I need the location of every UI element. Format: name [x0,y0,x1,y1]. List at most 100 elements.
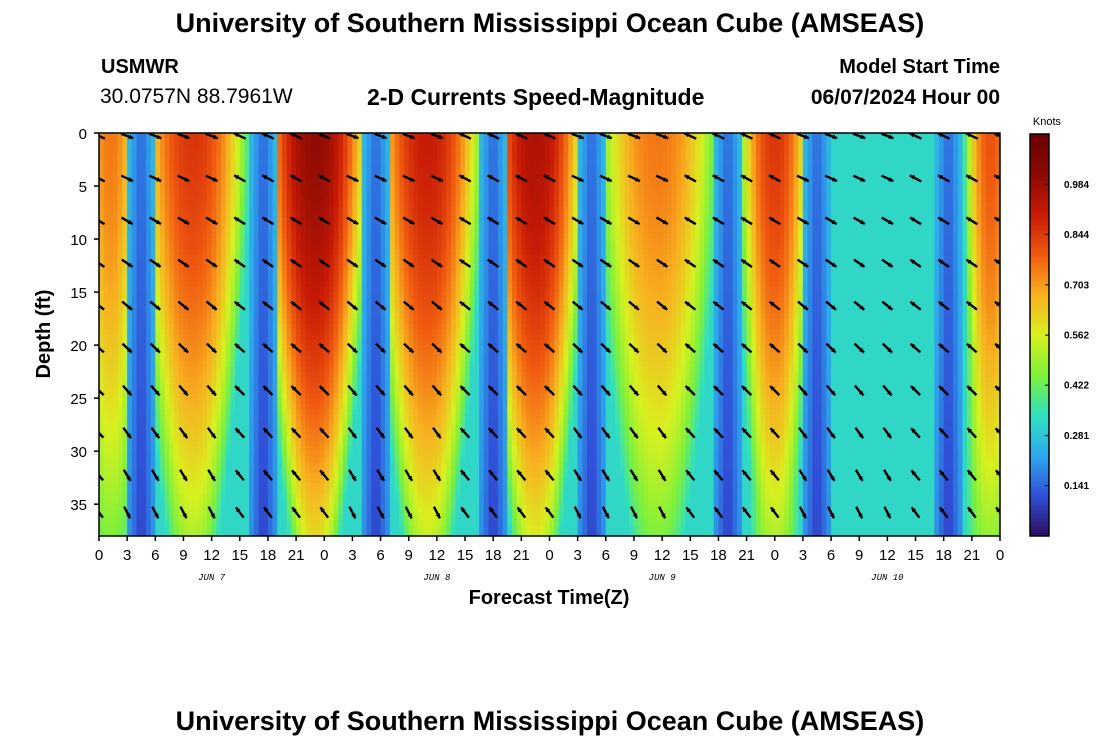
heatmap-cell [319,138,325,145]
heatmap-cell [399,477,405,484]
heatmap-cell [221,477,227,484]
heatmap-cell [300,186,307,192]
heatmap-cell [169,307,175,314]
heatmap-cell [361,186,368,192]
heatmap-cell [183,429,189,436]
heatmap-cell [108,133,114,139]
heatmap-cell [399,223,405,230]
heatmap-cell [122,398,128,405]
heatmap-cell [150,196,156,203]
heatmap-cell [99,525,105,532]
heatmap-cell [389,408,396,415]
heatmap-cell [314,366,321,373]
heatmap-cell [267,239,274,245]
heatmap-cell [183,148,189,155]
heatmap-cell [328,260,335,267]
heatmap-cell [221,292,227,298]
heatmap-cell [352,138,358,145]
heatmap-cell [235,414,241,420]
heatmap-cell [197,472,203,479]
heatmap-cell [122,186,128,192]
heatmap-cell [258,525,264,532]
heatmap-cell [338,440,344,447]
heatmap-cell [211,207,217,214]
heatmap-cell [319,334,325,341]
heatmap-cell [338,318,344,325]
heatmap-cell [338,323,344,330]
heatmap-cell [319,159,325,166]
heatmap-cell [178,424,185,431]
heatmap-cell [99,408,105,415]
heatmap-cell [338,180,344,187]
heatmap-cell [272,292,278,298]
heatmap-cell [150,414,156,420]
heatmap-cell [155,228,161,235]
heatmap-cell [324,270,330,277]
heatmap-cell [169,392,175,399]
heatmap-cell [108,297,114,304]
heatmap-cell [249,504,255,511]
heatmap-cell [169,445,175,452]
heatmap-cell [211,414,217,420]
heatmap-cell [389,477,396,484]
heatmap-cell [347,451,353,458]
heatmap-cell [239,302,246,309]
heatmap-cell [338,530,344,536]
heatmap-cell [258,435,264,442]
heatmap-cell [131,435,138,442]
heatmap-cell [404,323,410,330]
heatmap-cell [141,435,147,442]
heatmap-cell [249,159,255,166]
heatmap-cell [169,318,175,325]
heatmap-cell [141,254,147,261]
heatmap-cell [225,212,231,219]
heatmap-cell [394,376,400,383]
heatmap-cell [380,371,386,378]
heatmap-cell [131,292,138,298]
heatmap-cell [305,440,311,447]
heatmap-cell [136,419,142,426]
heatmap-cell [150,249,156,256]
heatmap-cell [272,424,278,431]
heatmap-cell [324,498,330,505]
heatmap-cell [253,143,260,150]
heatmap-cell [357,382,363,389]
heatmap-cell [206,334,213,341]
heatmap-cell [164,429,170,436]
heatmap-cell [347,313,353,320]
heatmap-cell [291,472,297,479]
heatmap-cell [160,286,166,293]
heatmap-cell [239,307,246,314]
heatmap-cell [300,270,307,277]
heatmap-cell [324,456,330,463]
heatmap-cell [324,355,330,362]
heatmap-cell [310,233,316,240]
heatmap-cell [286,398,292,405]
heatmap-cell [272,318,278,325]
heatmap-cell [286,509,292,516]
heatmap-cell [333,297,339,304]
heatmap-cell [188,461,194,468]
heatmap-cell [253,318,260,325]
heatmap-cell [314,191,321,198]
heatmap-cell [131,133,138,139]
heatmap-cell [324,159,330,166]
heatmap-cell [357,403,363,410]
heatmap-cell [183,276,189,283]
heatmap-cell [343,318,349,325]
heatmap-cell [174,249,180,256]
heatmap-cell [221,482,227,489]
heatmap-cell [235,244,241,251]
heatmap-cell [352,270,358,277]
heatmap-cell [389,297,396,304]
heatmap-cell [305,424,311,431]
heatmap-cell [113,472,119,479]
heatmap-cell [160,419,166,426]
heatmap-cell [253,212,260,219]
heatmap-cell [319,239,325,245]
heatmap-cell [225,233,231,240]
heatmap-cell [366,382,372,389]
heatmap-cell [347,196,353,203]
heatmap-cell [394,451,400,458]
heatmap-cell [99,472,105,479]
